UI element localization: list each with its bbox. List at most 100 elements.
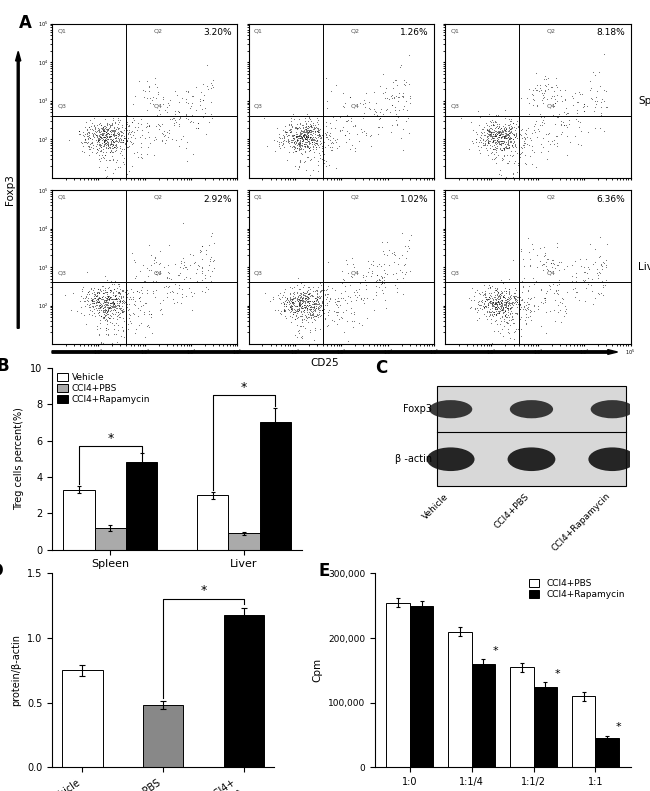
Point [303,293,313,305]
Point [404,110,414,123]
Point [499,301,509,314]
Point [496,134,506,147]
Point [504,287,515,300]
Point [504,297,515,309]
Point [496,138,506,150]
Point [473,298,484,311]
Point [103,282,113,294]
Point [84,301,95,313]
Point [185,248,195,260]
Point [526,143,537,156]
Point [495,142,505,154]
Point [311,297,321,309]
Point [500,305,510,317]
Point [500,308,511,321]
Point [490,303,501,316]
Point [115,301,125,314]
Point [480,290,490,303]
Point [103,153,114,166]
Point [110,308,120,320]
Point [94,286,104,299]
Point [361,283,371,296]
Point [502,128,512,141]
Point [120,296,130,308]
Point [304,117,315,130]
Point [495,301,506,313]
Point [137,128,148,141]
Point [128,129,138,142]
Point [143,141,153,153]
Point [406,229,416,242]
Point [480,288,490,301]
Point [118,303,129,316]
Point [284,118,294,131]
Point [556,291,567,304]
Point [300,132,310,145]
Point [493,287,504,300]
Point [95,130,105,142]
Point [300,295,310,308]
Point [201,248,211,260]
Point [339,293,350,306]
Point [122,301,133,313]
Point [519,133,530,146]
Point [298,289,308,301]
Text: CD25: CD25 [311,358,339,368]
Point [497,130,507,142]
Point [304,288,314,301]
Point [490,301,501,313]
Point [296,307,307,320]
Point [482,312,493,325]
Point [303,127,313,140]
Point [88,139,98,152]
Point [183,110,193,123]
Point [532,99,542,112]
Point [198,78,208,90]
Point [105,301,115,313]
Point [500,124,510,137]
Point [380,82,391,95]
Point [484,121,495,134]
Point [486,296,497,308]
Point [181,85,192,97]
Point [322,319,333,331]
Point [84,139,94,152]
Point [146,308,156,320]
Point [504,119,515,131]
Point [101,153,111,166]
Point [538,141,549,153]
Point [525,132,535,145]
Point [399,259,410,271]
Point [97,300,107,312]
Point [182,135,192,148]
Point [356,293,367,305]
Point [551,285,561,297]
Point [315,304,326,316]
Point [540,294,551,307]
Point [304,306,314,319]
Point [94,142,105,154]
Point [502,301,512,314]
Point [489,300,499,312]
Point [289,131,300,144]
Point [399,78,410,91]
Point [472,305,482,318]
Point [504,154,515,167]
Point [103,132,114,145]
Point [94,123,104,135]
Point [594,251,604,263]
Point [317,143,328,156]
Point [500,310,510,323]
Point [539,112,549,124]
Point [502,127,512,140]
Point [306,115,317,127]
Point [107,142,118,154]
Point [117,135,127,148]
Point [112,313,123,326]
Point [93,286,103,299]
Point [312,158,322,171]
Point [528,243,538,255]
Point [84,120,94,133]
Point [354,289,364,301]
Point [108,297,118,310]
